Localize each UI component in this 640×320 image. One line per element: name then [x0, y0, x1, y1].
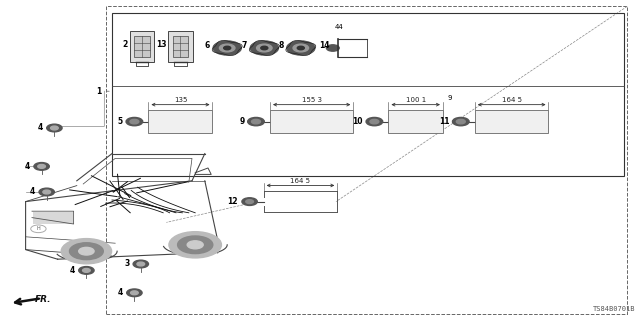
Circle shape: [126, 117, 143, 126]
Bar: [475, 110, 548, 133]
Bar: [173, 36, 188, 57]
Text: 4: 4: [38, 124, 43, 132]
Text: 135: 135: [174, 97, 187, 103]
Circle shape: [370, 119, 379, 124]
Circle shape: [83, 268, 90, 272]
Text: 9: 9: [447, 95, 452, 100]
Circle shape: [38, 164, 45, 168]
Text: 3: 3: [124, 260, 129, 268]
Text: 11: 11: [439, 117, 449, 126]
Text: 7: 7: [242, 41, 247, 50]
Text: 13: 13: [156, 40, 166, 49]
Circle shape: [246, 200, 253, 204]
Circle shape: [79, 247, 94, 255]
Circle shape: [51, 126, 58, 130]
Circle shape: [297, 46, 304, 50]
Text: 8: 8: [278, 41, 284, 50]
Circle shape: [257, 44, 272, 52]
Circle shape: [213, 41, 241, 55]
Text: 4: 4: [70, 266, 75, 275]
Circle shape: [61, 239, 111, 264]
Text: 4: 4: [30, 188, 35, 196]
Circle shape: [34, 163, 49, 170]
Circle shape: [456, 119, 465, 124]
Circle shape: [127, 289, 142, 297]
Circle shape: [224, 46, 231, 50]
Text: FR.: FR.: [35, 295, 52, 304]
Text: 9: 9: [239, 117, 244, 126]
Bar: [270, 110, 353, 133]
Circle shape: [169, 232, 221, 258]
Bar: [148, 110, 212, 133]
Text: 100 1: 100 1: [406, 97, 426, 103]
Text: 1: 1: [96, 87, 101, 96]
Circle shape: [178, 236, 212, 253]
Circle shape: [43, 190, 51, 194]
Circle shape: [293, 44, 308, 52]
Circle shape: [242, 198, 257, 205]
Circle shape: [261, 46, 268, 50]
Text: 14: 14: [319, 41, 330, 50]
Circle shape: [130, 119, 139, 124]
Text: H: H: [36, 226, 40, 231]
Circle shape: [366, 117, 383, 126]
Circle shape: [137, 262, 145, 266]
Bar: [168, 31, 193, 61]
Circle shape: [79, 267, 94, 274]
Circle shape: [287, 41, 315, 55]
Circle shape: [252, 119, 260, 124]
Text: 164 5: 164 5: [502, 97, 522, 103]
Text: TS84B0701B: TS84B0701B: [593, 306, 635, 312]
Circle shape: [250, 41, 278, 55]
Circle shape: [220, 44, 235, 52]
Bar: [112, 13, 624, 176]
Text: 155 3: 155 3: [301, 97, 322, 103]
Text: 164 5: 164 5: [291, 178, 310, 184]
Text: 2: 2: [123, 40, 128, 49]
Text: 4: 4: [25, 162, 30, 171]
Circle shape: [47, 124, 62, 132]
Circle shape: [452, 117, 469, 126]
Circle shape: [326, 45, 339, 51]
Circle shape: [133, 260, 148, 268]
Bar: [106, 6, 627, 314]
Bar: [33, 212, 73, 224]
Circle shape: [131, 291, 138, 295]
Text: 5: 5: [118, 117, 123, 126]
Bar: [134, 36, 150, 57]
Text: 4: 4: [118, 288, 123, 297]
Bar: [388, 110, 443, 133]
Bar: [130, 31, 154, 61]
Circle shape: [187, 241, 204, 249]
Text: 12: 12: [228, 197, 238, 206]
Text: 10: 10: [353, 117, 363, 126]
Circle shape: [248, 117, 264, 126]
Circle shape: [39, 188, 54, 196]
Circle shape: [70, 243, 103, 260]
Text: 44: 44: [335, 24, 344, 30]
Text: 6: 6: [205, 41, 210, 50]
